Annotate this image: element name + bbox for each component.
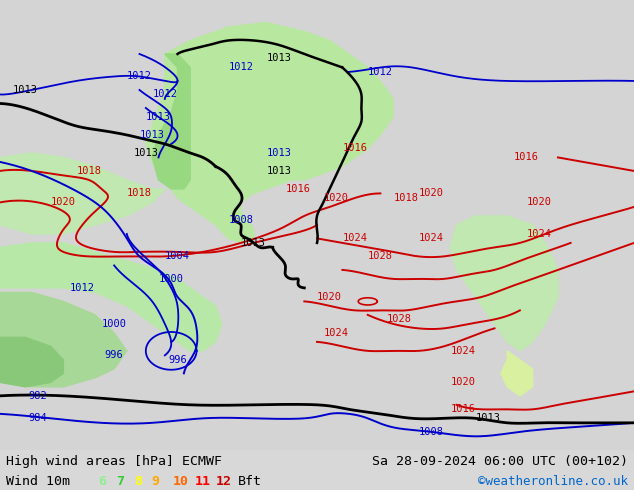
- Text: 1013: 1013: [266, 148, 292, 158]
- Text: 1028: 1028: [387, 315, 412, 324]
- Text: 8: 8: [134, 475, 142, 489]
- Text: 1000: 1000: [158, 274, 184, 284]
- Text: 1018: 1018: [76, 166, 101, 176]
- Text: 12: 12: [216, 475, 232, 489]
- Text: 1016: 1016: [342, 144, 368, 153]
- Text: 1016: 1016: [450, 404, 476, 415]
- Text: 11: 11: [195, 475, 210, 489]
- Text: 1012: 1012: [127, 72, 152, 81]
- Text: 1018: 1018: [127, 189, 152, 198]
- Text: 1013: 1013: [266, 166, 292, 176]
- Text: 10: 10: [173, 475, 189, 489]
- Text: 1028: 1028: [368, 251, 393, 261]
- Text: 1012: 1012: [228, 62, 254, 73]
- Text: 1020: 1020: [317, 292, 342, 302]
- Text: 1024: 1024: [323, 328, 349, 338]
- Text: 1020: 1020: [450, 377, 476, 388]
- Text: 1024: 1024: [342, 233, 368, 244]
- Text: 1008: 1008: [228, 216, 254, 225]
- Text: 1024: 1024: [526, 229, 552, 239]
- Text: 1016: 1016: [285, 184, 311, 194]
- Polygon shape: [0, 153, 165, 234]
- Text: Bft: Bft: [238, 475, 262, 489]
- Text: 996: 996: [105, 350, 124, 360]
- Text: 1004: 1004: [165, 251, 190, 261]
- Text: 984: 984: [29, 414, 48, 423]
- Text: 1020: 1020: [51, 197, 76, 207]
- Text: 1013: 1013: [146, 112, 171, 122]
- Text: 996: 996: [168, 355, 187, 365]
- Polygon shape: [0, 243, 222, 351]
- Text: 1013: 1013: [266, 53, 292, 64]
- Text: 1013: 1013: [139, 130, 165, 140]
- Text: 1020: 1020: [526, 197, 552, 207]
- Text: 1013: 1013: [241, 238, 266, 248]
- Text: 1012: 1012: [70, 283, 95, 293]
- Text: 1018: 1018: [393, 193, 418, 203]
- Text: 1024: 1024: [418, 233, 444, 244]
- Text: ©weatheronline.co.uk: ©weatheronline.co.uk: [477, 475, 628, 489]
- Text: 1012: 1012: [368, 67, 393, 77]
- Text: 1020: 1020: [418, 189, 444, 198]
- Polygon shape: [0, 337, 63, 387]
- Text: 1016: 1016: [514, 152, 539, 163]
- Text: 1012: 1012: [152, 90, 178, 99]
- Polygon shape: [152, 54, 190, 189]
- Text: 1013: 1013: [13, 85, 38, 95]
- Text: 1020: 1020: [323, 193, 349, 203]
- Text: 1013: 1013: [133, 148, 158, 158]
- Text: 6: 6: [98, 475, 107, 489]
- Polygon shape: [450, 216, 558, 351]
- Text: 1013: 1013: [476, 414, 501, 423]
- Text: 1008: 1008: [418, 427, 444, 437]
- Text: 982: 982: [29, 391, 48, 401]
- Text: High wind areas [hPa] ECMWF: High wind areas [hPa] ECMWF: [6, 455, 223, 467]
- Polygon shape: [146, 23, 393, 243]
- Polygon shape: [501, 351, 533, 396]
- Text: 9: 9: [152, 475, 160, 489]
- Text: Wind 10m: Wind 10m: [6, 475, 70, 489]
- Text: Sa 28-09-2024 06:00 UTC (00+102): Sa 28-09-2024 06:00 UTC (00+102): [372, 455, 628, 467]
- Text: 7: 7: [116, 475, 124, 489]
- Text: 1024: 1024: [450, 346, 476, 356]
- Polygon shape: [0, 293, 127, 387]
- Text: 1000: 1000: [101, 319, 127, 329]
